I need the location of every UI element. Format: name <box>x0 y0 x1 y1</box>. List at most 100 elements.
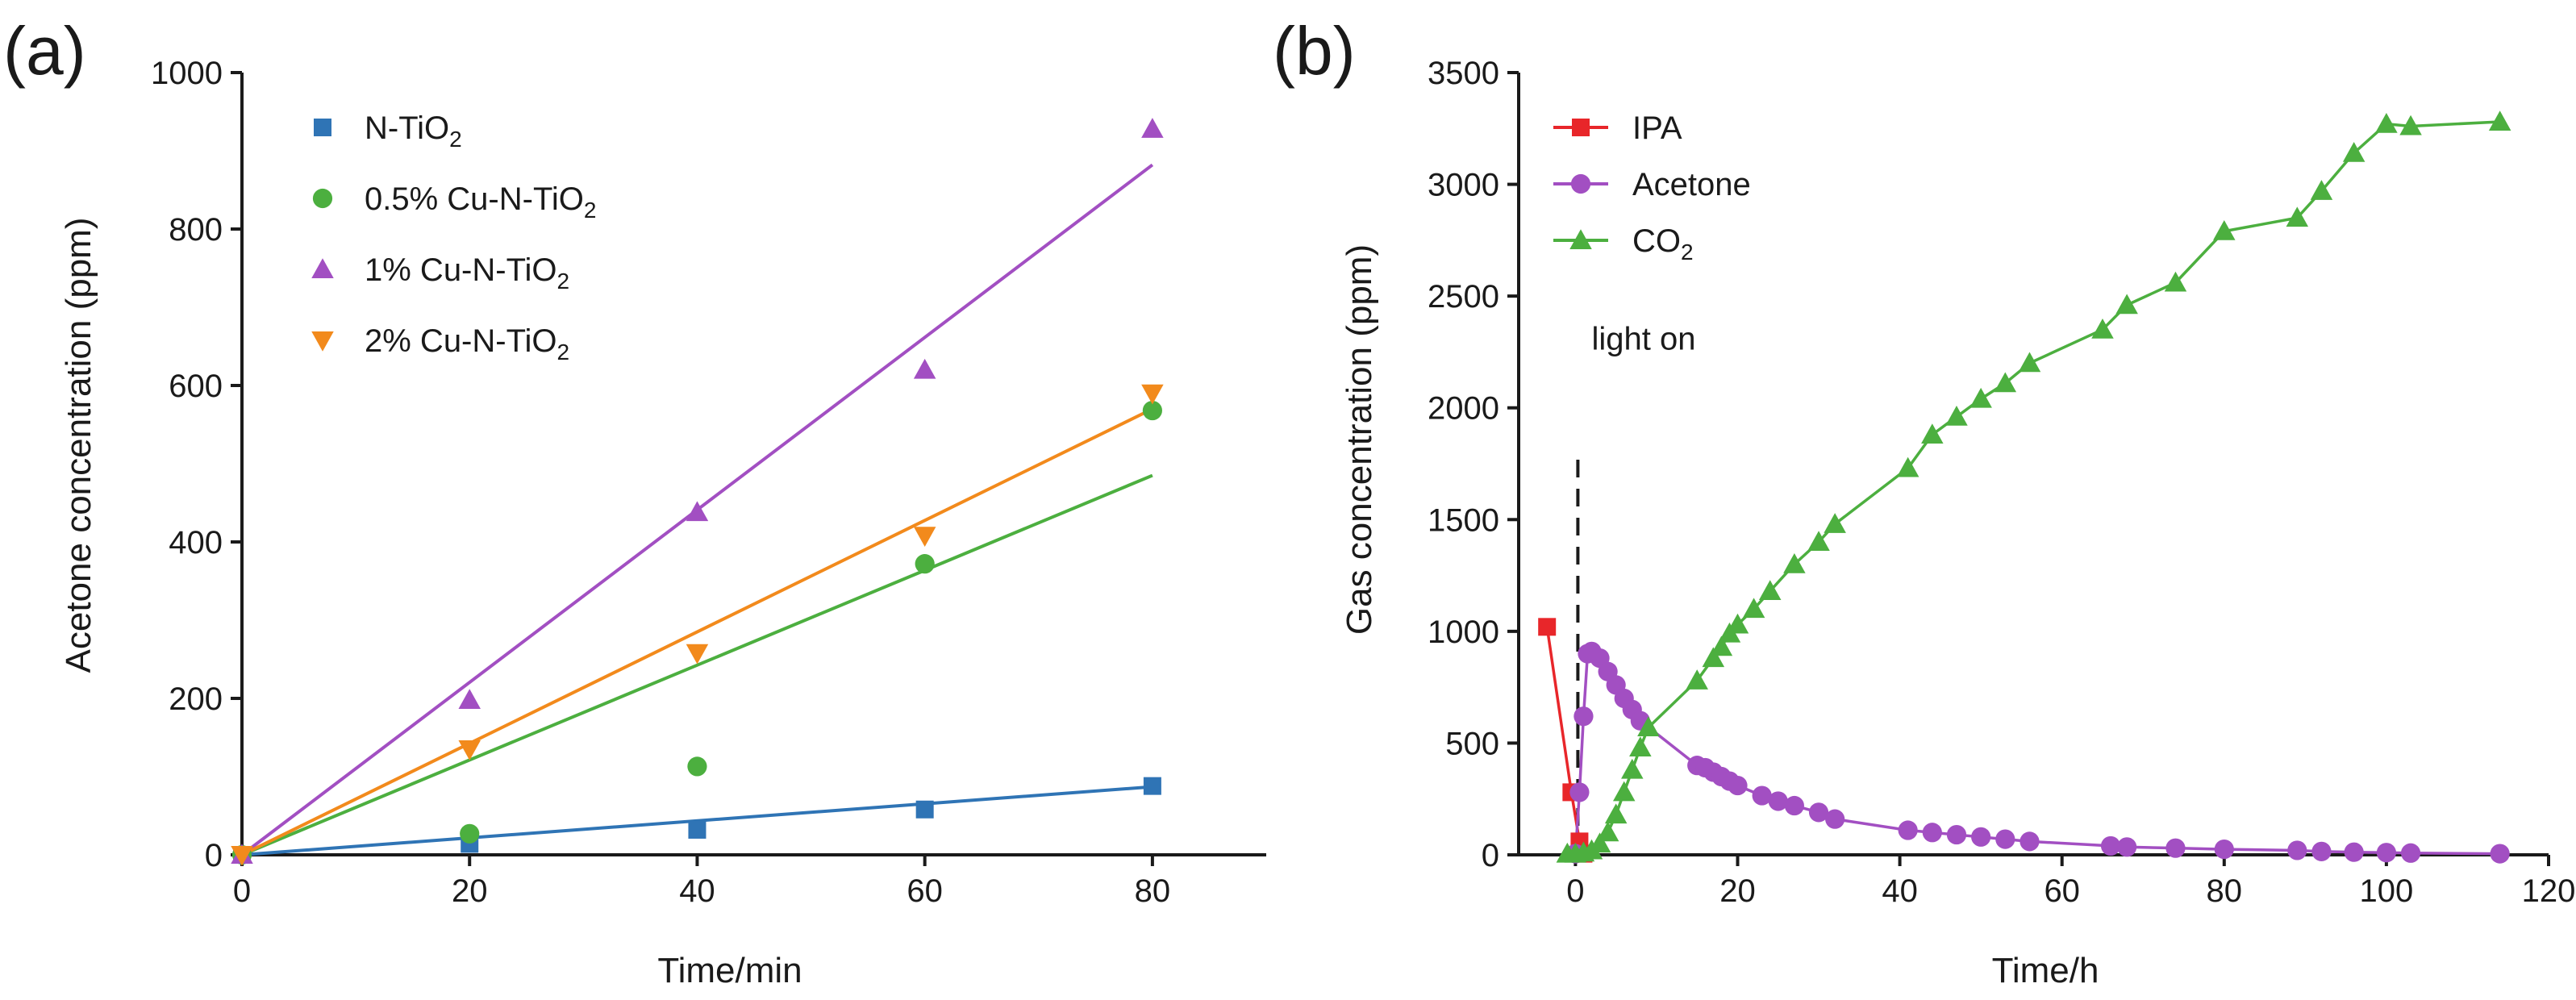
data-point-series-2 <box>1783 552 1806 573</box>
data-point-series-2 <box>1807 531 1830 551</box>
data-point-series-1 <box>2400 843 2421 863</box>
y-tick-label: 400 <box>169 525 223 560</box>
data-point-series-2 <box>1612 781 1636 802</box>
data-point-series-2 <box>1629 736 1652 756</box>
data-point-series-2 <box>2018 352 2041 373</box>
data-point-series-1 <box>1898 820 1918 840</box>
data-point-series-1 <box>1922 823 1942 843</box>
legend: IPA Acetone CO2 <box>1553 110 1751 265</box>
y-tick-label: 500 <box>1445 726 1499 761</box>
data-point-series-0 <box>1538 618 1557 636</box>
data-point-series-2 <box>2091 318 2114 339</box>
legend-label: Acetone <box>1632 167 1751 202</box>
data-point-series-2 <box>1726 613 1749 634</box>
data-point-series-2 <box>2399 115 2422 135</box>
data-point-series-1 <box>1995 829 2015 849</box>
panel-b: (b) 0 20 40 60 80 100 120 0 500 1000 1500 2000 2500 3… <box>1273 13 2575 990</box>
legend-marker <box>311 258 334 278</box>
y-tick-label: 0 <box>1482 838 1499 873</box>
panel-b-ylabel: Gas concentration (ppm) <box>1340 244 1379 635</box>
legend-label: IPA <box>1632 110 1682 146</box>
legend-label-subscript: 2 <box>584 198 597 223</box>
panel-a-label: (a) <box>3 13 86 89</box>
legend-label: 0.5% Cu-N-TiO2 <box>365 181 596 223</box>
data-point-series-1 <box>2490 844 2510 864</box>
data-point-series-2 <box>1970 387 1992 408</box>
data-point-series-2 <box>2310 180 2333 200</box>
data-point-series-1 <box>1574 706 1594 727</box>
panel-b-label: (b) <box>1273 13 1356 89</box>
data-point-series-2 <box>1758 580 1782 600</box>
series-line-2 <box>1567 120 2500 856</box>
data-point-series-1 <box>1768 791 1788 811</box>
data-point-series-2 <box>2342 142 2366 162</box>
data-point-series-2 <box>458 689 481 709</box>
data-point-series-2 <box>2115 294 2138 315</box>
data-point-series-1 <box>2165 838 2186 858</box>
data-point-series-0 <box>915 800 934 819</box>
data-point-series-2 <box>1824 513 1846 533</box>
data-point-series-2 <box>1945 406 1968 426</box>
data-point-series-1 <box>2344 842 2364 862</box>
legend-label-subscript: 2 <box>449 127 462 152</box>
legend-marker <box>312 188 333 209</box>
legend-label: 1% Cu-N-TiO2 <box>365 252 569 294</box>
data-point-series-2 <box>1621 758 1644 779</box>
panel-a-ylabel: Acetone concentration (ppm) <box>59 218 98 673</box>
data-point-series-2 <box>1896 456 1919 477</box>
data-point-series-1 <box>1728 775 1748 796</box>
series-line-1 <box>1574 649 2500 856</box>
data-point-series-1 <box>2376 843 2396 863</box>
x-tick-label: 60 <box>907 873 943 909</box>
legend-marker <box>1572 119 1590 136</box>
legend-label-subscript: 2 <box>1681 240 1694 265</box>
y-tick-label: 1000 <box>1428 615 1499 650</box>
data-point-series-3 <box>231 846 253 866</box>
data-point-series-2 <box>2375 112 2398 133</box>
data-point-series-3 <box>458 740 481 760</box>
data-point-series-1 <box>2100 835 2121 856</box>
y-tick-label: 0 <box>205 838 223 873</box>
y-tick-label: 600 <box>169 369 223 404</box>
panel-a-xlabel: Time/min <box>657 951 802 990</box>
data-point-series-2 <box>913 358 936 379</box>
data-point-series-2 <box>1742 598 1765 619</box>
data-point-series-2 <box>1702 647 1725 668</box>
legend-label: 2% Cu-N-TiO2 <box>365 323 569 365</box>
data-point-series-1 <box>2020 831 2040 852</box>
data-point-series-1 <box>687 756 707 777</box>
data-point-series-1 <box>2214 839 2234 860</box>
y-tick-label: 3000 <box>1428 168 1499 203</box>
x-tick-label: 40 <box>679 873 715 909</box>
data-point-series-2 <box>686 501 709 522</box>
legend-marker <box>311 331 334 352</box>
data-point-series-1 <box>1946 824 1967 845</box>
x-tick-label: 0 <box>233 873 251 909</box>
x-tick-label: 0 <box>1566 873 1584 909</box>
y-tick-label: 2500 <box>1428 279 1499 315</box>
data-point-series-0 <box>688 820 707 839</box>
y-tick-label: 200 <box>169 681 223 717</box>
data-point-series-2 <box>2164 271 2187 292</box>
data-point-series-2 <box>2286 206 2309 227</box>
legend-marker <box>1570 173 1591 194</box>
data-point-series-2 <box>1686 669 1708 690</box>
data-point-series-1 <box>1784 795 1804 816</box>
data-point-series-1 <box>915 554 935 574</box>
data-point-series-1 <box>2117 837 2137 857</box>
annotation-light-on: light on <box>1591 322 1695 357</box>
fit-line-series-3 <box>241 407 1153 856</box>
data-point-series-2 <box>2488 110 2511 131</box>
data-point-series-1 <box>2287 840 2307 860</box>
fit-line-series-1 <box>241 473 1153 856</box>
legend-label: N-TiO2 <box>365 110 462 152</box>
y-tick-label: 1000 <box>151 56 223 91</box>
data-point-series-1 <box>1808 802 1829 823</box>
data-point-series-2 <box>1141 118 1164 138</box>
legend: N-TiO2 0.5% Cu-N-TiO2 1% Cu-N-TiO2 2% Cu-N-… <box>311 110 596 365</box>
x-tick-label: 100 <box>2360 873 2414 909</box>
y-tick-label: 800 <box>169 212 223 248</box>
data-point-series-3 <box>686 644 709 665</box>
